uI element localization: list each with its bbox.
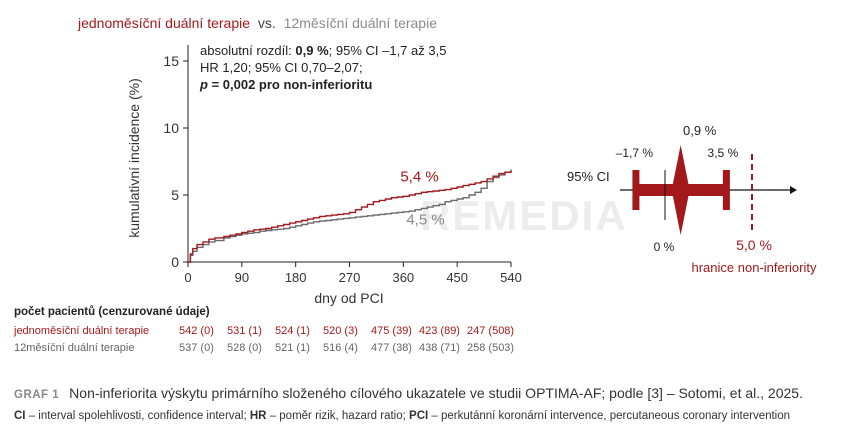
x-tick-label: 360 <box>392 270 414 285</box>
forest-axis-arrow <box>790 186 797 194</box>
risk-cell: 537 (0) <box>179 341 214 354</box>
x-tick-label: 0 <box>184 270 191 285</box>
series-lines <box>188 169 512 263</box>
stats-line1: absolutní rozdíl: 0,9 %; 95% CI –1,7 až … <box>200 43 446 58</box>
footnote-pci-abbr: PCI <box>409 410 429 422</box>
x-tick-label: 90 <box>235 270 249 285</box>
risk-cell: 524 (1) <box>275 324 310 337</box>
stats-line1-post: ; 95% CI –1,7 až 3,5 <box>329 43 447 58</box>
forest-ci-low-label: –1,7 % <box>616 146 654 160</box>
forest-plot: 95% CI 0,9 % –1,7 % 3,5 % 0 % 5,0 % hran… <box>567 123 817 275</box>
footnote: CI – interval spolehlivosti, confidence … <box>14 410 790 422</box>
risk-row-1m: jednoměsíční duální terapie 542 (0) 531 … <box>14 322 515 339</box>
risk-cell: 521 (1) <box>275 341 310 354</box>
y-tick-label: 10 <box>163 120 179 136</box>
risk-row-name: 12měsíční duální terapie <box>14 341 135 354</box>
risk-cell: 528 (0) <box>227 341 262 354</box>
series-end-label-red: 5,4 % <box>400 169 438 186</box>
risk-cell: 423 (89) <box>419 324 460 337</box>
forest-zero-label: 0 % <box>654 240 675 254</box>
footnote-hr-text: – poměr rizik, hazard ratio; <box>266 410 410 422</box>
risk-cell: 531 (1) <box>227 324 262 337</box>
x-tick-label: 180 <box>285 270 307 285</box>
stats-line1-bold: 0,9 % <box>295 43 329 58</box>
forest-margin-caption: hranice non-inferiority <box>691 260 817 275</box>
risk-table-title: počet pacientů (cenzurované údaje) <box>14 306 210 318</box>
risk-cell: 516 (4) <box>323 341 358 354</box>
x-axis-label: dny od PCI <box>314 290 383 306</box>
stats-line1-pre: absolutní rozdíl: <box>200 43 295 58</box>
legend-header: jednoměsíční duální terapie vs. 12měsíčn… <box>77 15 437 31</box>
stats-line3-p: p <box>199 77 208 92</box>
risk-row-name: jednoměsíční duální terapie <box>14 324 150 337</box>
forest-ci-high-label: 3,5 % <box>708 146 739 160</box>
caption-text: Non-inferiorita výskytu primárního slože… <box>69 385 803 401</box>
risk-cell: 520 (3) <box>323 324 358 337</box>
risk-cell: 542 (0) <box>179 324 214 337</box>
y-tick-label: 5 <box>171 187 179 203</box>
series-end-label-gray: 4,5 % <box>406 211 444 228</box>
risk-cell: 475 (39) <box>371 324 412 337</box>
legend-series1: jednoměsíční duální terapie <box>77 15 250 31</box>
x-ticks: 0 90 180 270 360 450 540 <box>184 262 522 285</box>
figure-caption: GRAF 1 Non-inferiorita výskytu primárního… <box>14 385 803 401</box>
y-axis-label: kumulativní incidence (%) <box>126 78 142 238</box>
risk-cell: 438 (71) <box>419 341 460 354</box>
footnote-ci-text: – interval spolehlivosti, confidence int… <box>25 410 250 422</box>
risk-cell: 247 (508) <box>467 324 515 337</box>
legend-vs: vs. <box>258 15 276 31</box>
y-ticks: 0 5 10 15 <box>163 53 188 270</box>
footnote-hr-abbr: HR <box>249 410 267 422</box>
x-tick-label: 450 <box>446 270 468 285</box>
y-tick-label: 0 <box>171 254 179 270</box>
risk-row-12m: 12měsíční duální terapie 537 (0) 528 (0)… <box>14 339 515 356</box>
forest-point-estimate <box>671 145 690 235</box>
forest-margin-label: 5,0 % <box>736 237 772 253</box>
footnote-pci-text: – perkutánní koronární intervence, percu… <box>428 410 791 422</box>
forest-point-label: 0,9 % <box>683 123 717 138</box>
forest-ci-label: 95% CI <box>567 169 610 184</box>
x-tick-label: 540 <box>500 270 522 285</box>
forest-ci-high-cap <box>722 170 730 210</box>
series-line-1 <box>188 170 512 263</box>
stats-line2: HR 1,20; 95% CI 0,70–2,07; <box>200 60 363 75</box>
risk-cell: 258 (503) <box>467 341 515 354</box>
caption-tag: GRAF 1 <box>14 389 60 401</box>
watermark: REMEDIA <box>420 192 628 239</box>
forest-ci-low-cap <box>632 170 640 210</box>
series-line-0 <box>188 169 512 263</box>
legend-series2: 12měsíční duální terapie <box>284 15 438 31</box>
stats-line3-rest: = 0,002 pro non-inferioritu <box>208 77 372 92</box>
stats-line3: p = 0,002 pro non-inferioritu <box>199 77 372 92</box>
risk-table: počet pacientů (cenzurované údaje) jedno… <box>14 306 515 356</box>
x-tick-label: 270 <box>339 270 361 285</box>
risk-cell: 477 (38) <box>371 341 412 354</box>
y-tick-label: 15 <box>163 53 179 69</box>
footnote-ci-abbr: CI <box>14 410 26 422</box>
